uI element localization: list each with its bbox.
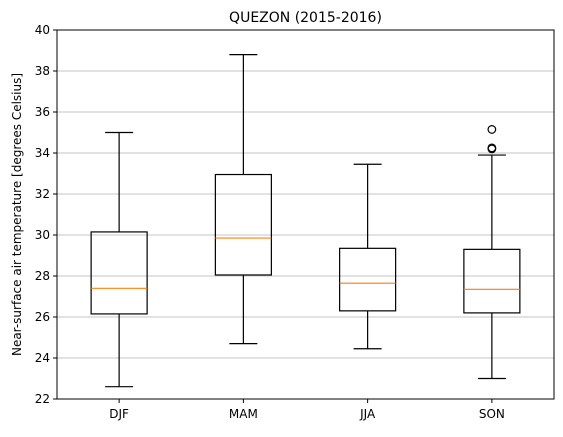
outlier-point — [487, 125, 497, 134]
y-tick-label: 38 — [35, 64, 50, 78]
x-tick-label: JJA — [359, 407, 376, 421]
box-group-son — [463, 125, 521, 380]
y-tick-label: 30 — [35, 228, 50, 242]
y-axis-label: Near-surface air temperature [degrees Ce… — [10, 73, 24, 356]
y-tick-label: 26 — [35, 310, 50, 324]
x-tick-label: MAM — [229, 407, 258, 421]
box-group-jja — [339, 163, 397, 350]
y-tick-label: 40 — [35, 23, 50, 37]
chart-title: QUEZON (2015-2016) — [229, 10, 382, 26]
y-tick-label: 34 — [35, 146, 50, 160]
box-iqr — [90, 231, 148, 315]
y-tick-label: 28 — [35, 269, 50, 283]
plot-frame — [56, 29, 555, 400]
y-tick-label: 24 — [35, 351, 50, 365]
axis-layer: 22 24 26 28 30 32 34 36 38 40 DJF MAM JJA SON — [35, 23, 555, 421]
x-tick-label: SON — [479, 407, 505, 421]
box-layer — [90, 53, 521, 388]
grid-layer — [57, 29, 554, 400]
x-tick-label: DJF — [109, 407, 129, 421]
box-group-mam — [214, 53, 272, 345]
box-iqr — [463, 248, 521, 314]
y-tick-label: 22 — [35, 392, 50, 406]
box-iqr — [214, 173, 272, 276]
y-tick-label: 36 — [35, 105, 50, 119]
y-tick-label: 32 — [35, 187, 50, 201]
box-group-djf — [90, 131, 148, 388]
outlier-point — [487, 143, 497, 153]
box-iqr — [339, 247, 397, 312]
